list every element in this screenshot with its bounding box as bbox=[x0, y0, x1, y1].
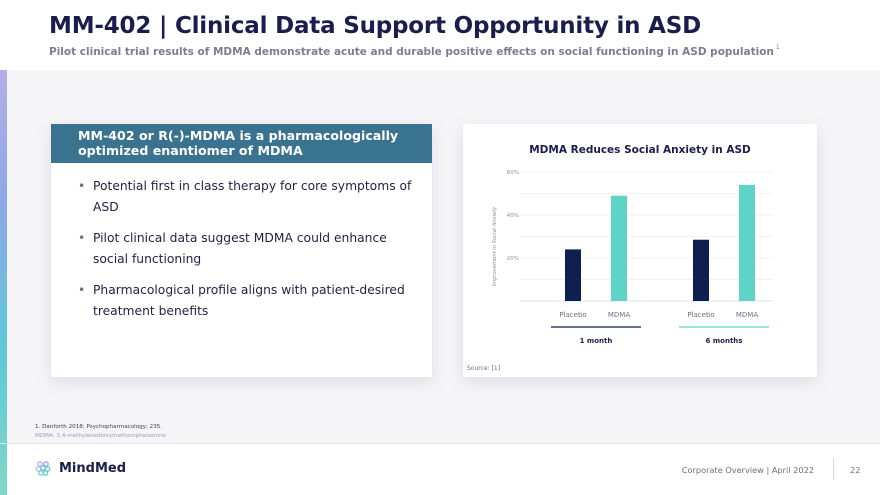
footnote-abbreviation: MDMA: 3,4-methylenedioxymethamphetamine bbox=[35, 433, 166, 439]
info-card-heading: MM-402 or R(-)-MDMA is a pharmacological… bbox=[51, 124, 432, 163]
footer-vertical-divider bbox=[833, 458, 834, 480]
page-number: 22 bbox=[850, 465, 861, 475]
slide-header: MM-402 | Clinical Data Support Opportuni… bbox=[0, 0, 880, 70]
x-category-label: Placebo bbox=[559, 311, 586, 319]
subtitle-footnote-ref: 1 bbox=[775, 44, 780, 51]
x-category-label: Placebo bbox=[687, 311, 714, 319]
brand-logo: MindMed bbox=[34, 459, 126, 477]
brand-name: MindMed bbox=[59, 460, 127, 476]
x-category-label: MDMA bbox=[736, 311, 758, 319]
group-label: 1 month bbox=[580, 337, 613, 345]
y-tick-label: 20% bbox=[507, 256, 519, 262]
x-category-label: MDMA bbox=[608, 311, 630, 319]
info-card: MM-402 or R(-)-MDMA is a pharmacological… bbox=[51, 124, 432, 377]
subtitle-text: Pilot clinical trial results of MDMA dem… bbox=[49, 46, 774, 58]
footnote-reference: 1. Danforth 2018; Psychopharmacology; 23… bbox=[35, 424, 163, 430]
bullet-item: Pilot clinical data suggest MDMA could e… bbox=[78, 228, 418, 269]
chart-card: MDMA Reduces Social Anxiety in ASD 20% 40… bbox=[463, 124, 817, 377]
footer-caption: Corporate Overview | April 2022 bbox=[681, 465, 814, 475]
y-axis-label: Improvement in Social Anxiety bbox=[492, 206, 498, 287]
bar-mdma-1 bbox=[739, 184, 755, 301]
bar-chart: 20% 40% 60% Improvement in Social Anxiety Pl… bbox=[492, 170, 773, 345]
page-title: MM-402 | Clinical Data Support Opportuni… bbox=[49, 13, 702, 39]
chart-source: Source: [1] bbox=[467, 365, 501, 372]
bullet-list: Potential first in class therapy for cor… bbox=[78, 176, 418, 332]
bar-placebo-0 bbox=[565, 249, 581, 301]
footer-divider-line bbox=[0, 443, 880, 444]
group-label: 6 months bbox=[706, 337, 743, 345]
bar-placebo-1 bbox=[693, 239, 709, 301]
page-subtitle: Pilot clinical trial results of MDMA dem… bbox=[49, 44, 780, 58]
y-tick-label: 40% bbox=[507, 213, 519, 219]
bar-mdma-0 bbox=[611, 195, 627, 301]
y-tick-label: 60% bbox=[507, 170, 519, 176]
chart-title: MDMA Reduces Social Anxiety in ASD bbox=[529, 144, 751, 156]
bullet-item: Pharmacological profile aligns with pati… bbox=[78, 280, 418, 321]
bullet-item: Potential first in class therapy for cor… bbox=[78, 176, 418, 217]
footnotes: 1. Danforth 2018; Psychopharmacology; 23… bbox=[35, 423, 166, 441]
accent-bar bbox=[0, 0, 7, 495]
brain-icon bbox=[35, 461, 51, 476]
